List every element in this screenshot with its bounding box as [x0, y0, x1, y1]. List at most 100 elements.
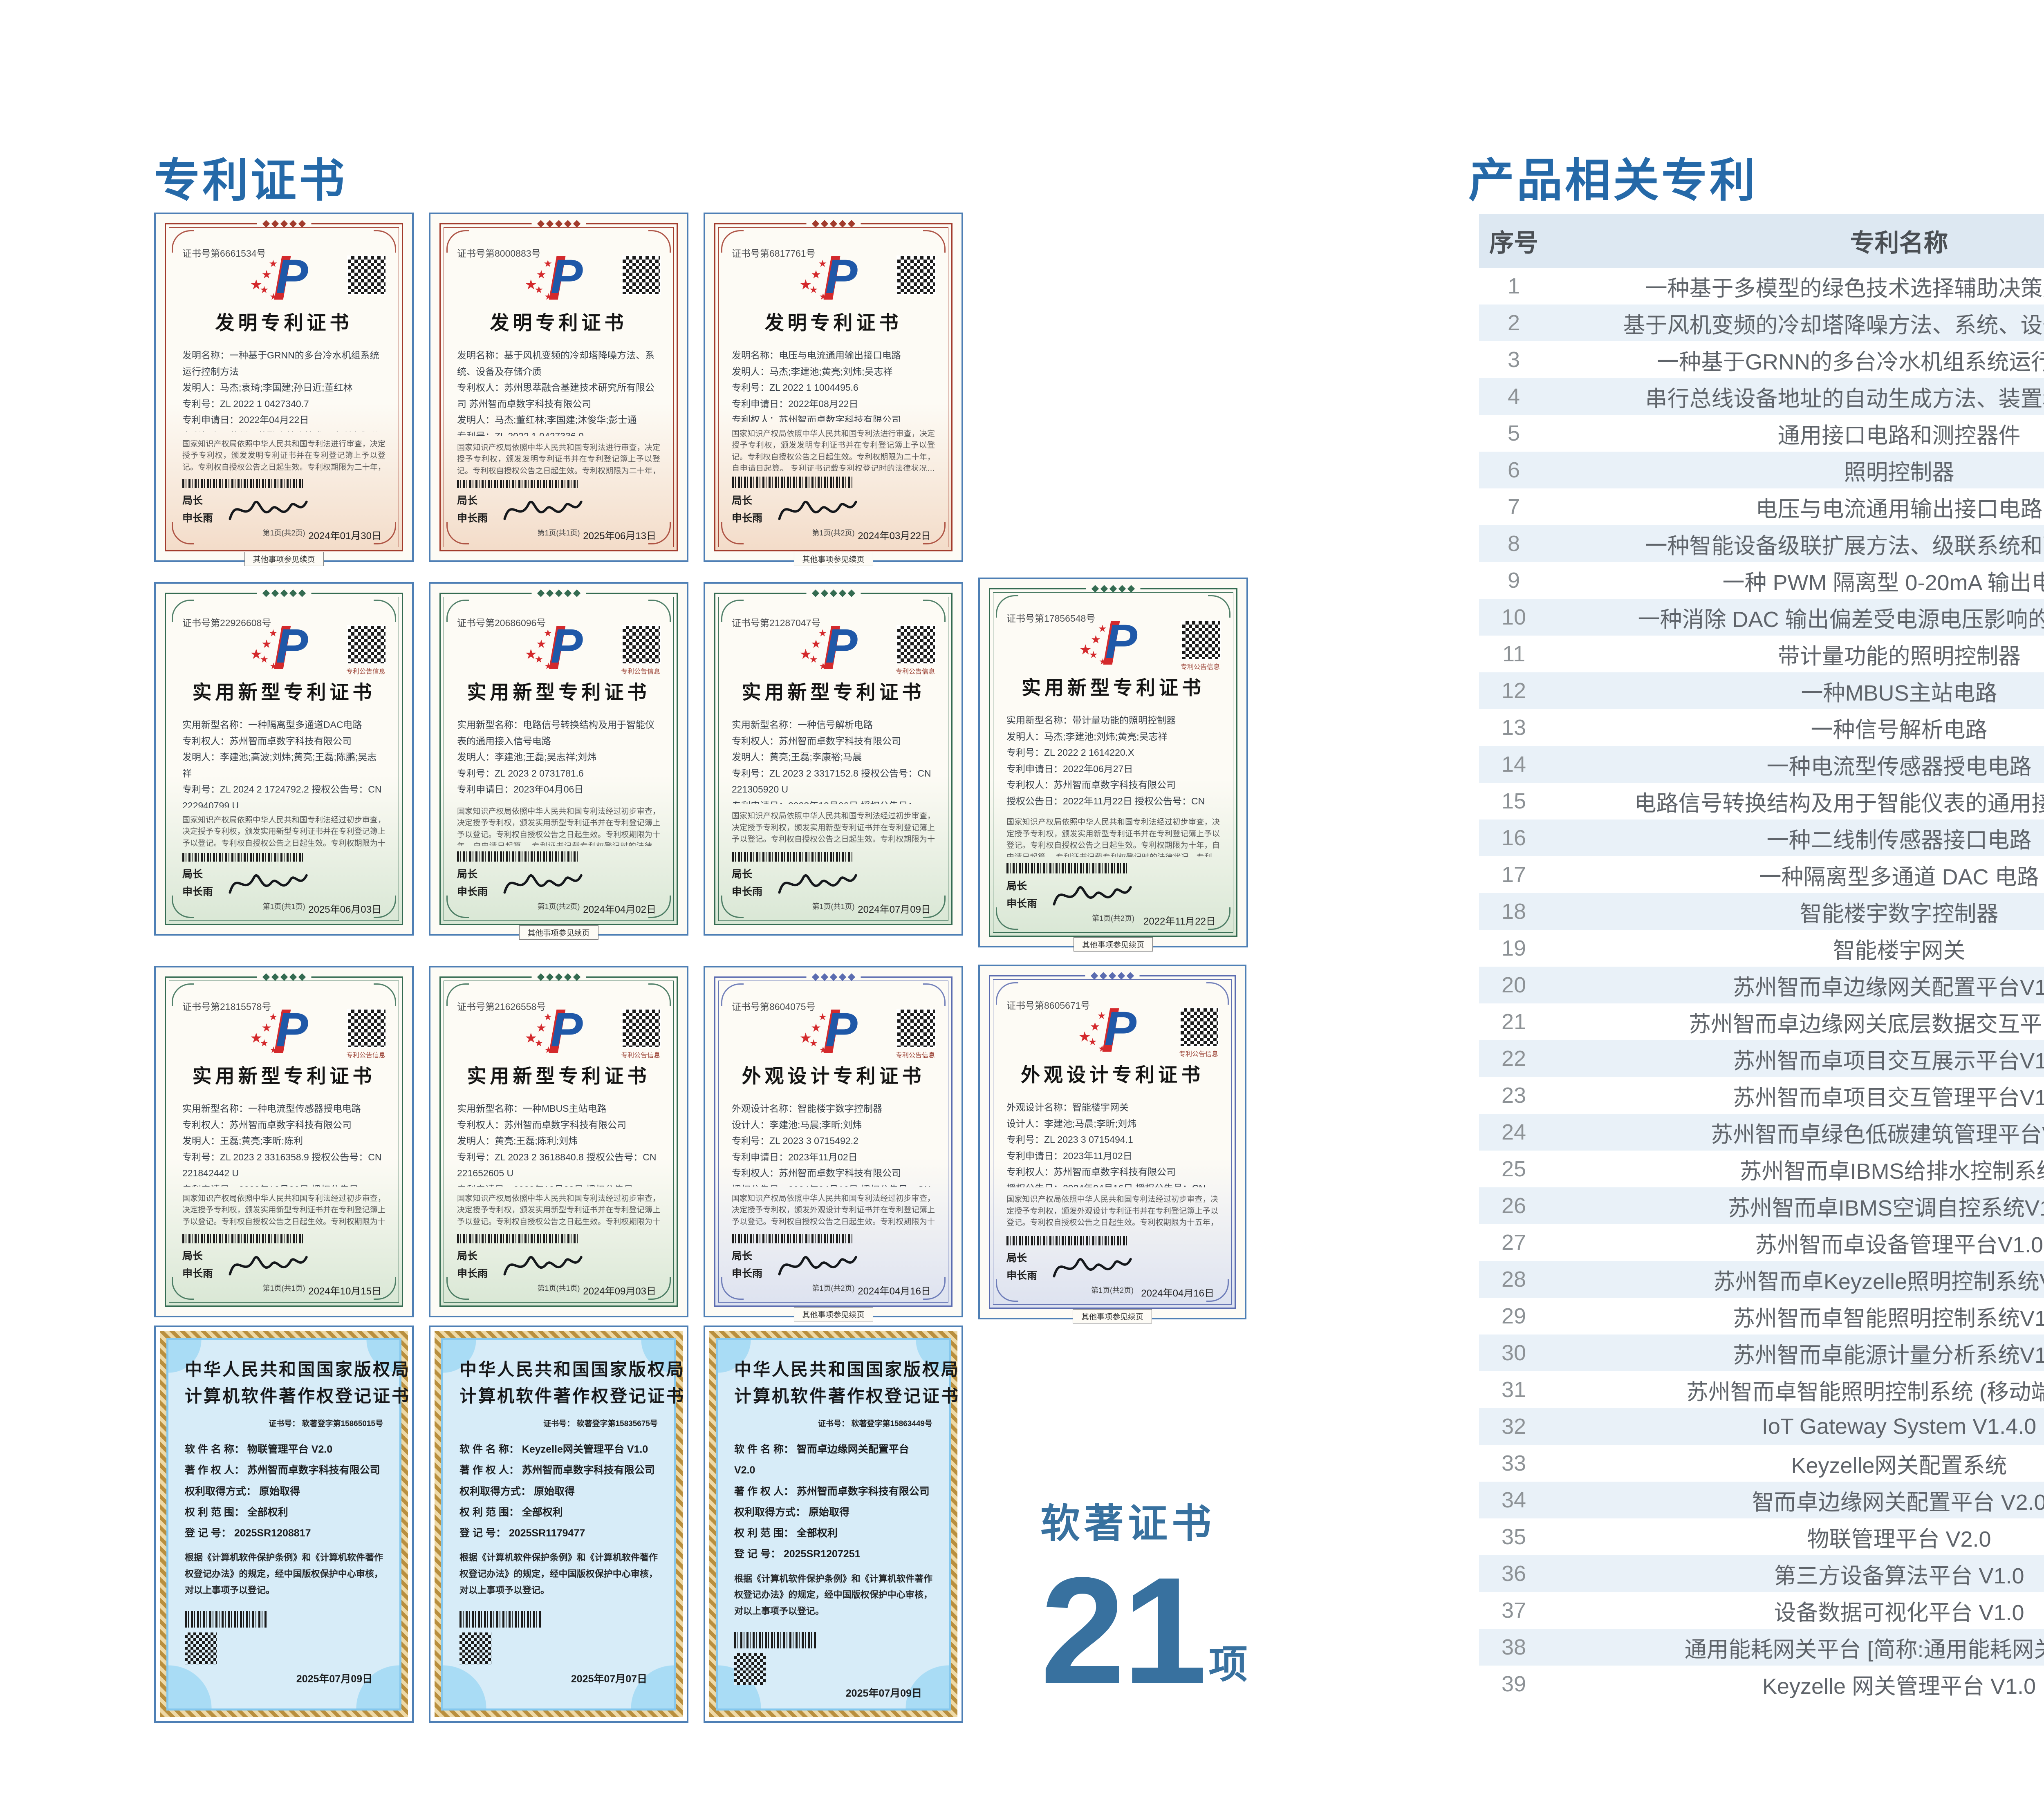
- certificate-fields: 发明名称：电压与电流通用输出接口电路 发明人：马杰;李建池;黄亮;刘炜;吴志祥 专利…: [732, 347, 935, 422]
- signature-stroke-graphic: [1053, 1258, 1132, 1278]
- star-icon: ★: [269, 1012, 278, 1023]
- certificate-date: 2024年07月09日: [858, 904, 931, 915]
- certificate-field-line: 著 作 权 人： 苏州智而卓数字科技有限公司: [459, 1464, 655, 1476]
- cnipa-logo-icon: ★ ★ ★ ★ ★ P: [524, 250, 594, 305]
- signature-stroke-graphic: [778, 874, 857, 894]
- ornament-diamond: [573, 973, 580, 981]
- signer-title: 局长: [182, 1250, 203, 1262]
- certificate-number: 证书号第8000883号: [457, 248, 541, 259]
- qr-caption: 专利公告信息: [895, 668, 935, 675]
- cell-patent-name: Keyzelle 网关管理平台 V1.0: [1762, 1674, 2036, 1699]
- qr-caption: 专利公告信息: [1180, 664, 1220, 671]
- certificate-date: 2025年06月03日: [308, 904, 381, 915]
- certificate-number: 证书号第6817761号: [732, 248, 816, 259]
- certificate-content: 证书号第21815578号 ★ ★ ★ ★ ★ P 专利公告信息 实用新型专利证书 实用新型名称：…: [182, 988, 386, 1297]
- certificate-row-3: 证书号第21815578号 ★ ★ ★ ★ ★ P 专利公告信息 实用新型专利证书 实用新型名称：…: [154, 965, 1246, 1323]
- qr-code: [896, 255, 936, 295]
- star-icon: ★: [524, 1030, 537, 1046]
- cell-patent-name: 苏州智而卓智能照明控制系统V1.0: [1732, 1306, 2044, 1331]
- certificate-title: 外观设计专利证书: [742, 1066, 925, 1087]
- signer-name: 申长雨: [457, 512, 488, 524]
- patent-table: 序号 专利名称 专利类型 1一种基于多模型的绿色技术选择辅助决策方法和系统发明2…: [1479, 214, 2044, 1702]
- certificate-field-line: 授权公告日：2024年04月16日 授权公告号：CN 308583638 S: [732, 1182, 935, 1187]
- patent-table-body: 1一种基于多模型的绿色技术选择辅助决策方法和系统发明2基于风机变频的冷却塔降噪方…: [1479, 268, 2044, 1702]
- cell-serial-number: 26: [1501, 1193, 1526, 1218]
- cell-patent-name: 一种隔离型多通道 DAC 电路: [1759, 864, 2039, 889]
- cell-patent-name: 通用能耗网关平台 [简称:通用能耗网关] V2.0: [1684, 1637, 2044, 1662]
- certificate-title: 实用新型专利证书: [742, 682, 925, 703]
- certificate-header: ★ ★ ★ ★ ★ P 专利公告信息: [1006, 1002, 1219, 1058]
- certificate-content: 证书号第17856548号 ★ ★ ★ ★ ★ P 专利公告信息 实用新型专利证书 实用新型名称：…: [1006, 600, 1221, 927]
- certificate-fields: 软 件 名 称： 物联管理平台 V2.0 著 作 权 人： 苏州智而卓数字科技有限…: [185, 1439, 383, 1544]
- ornament-diamond: [847, 589, 855, 597]
- certificate-page-footer: 第1页(共1页): [537, 1284, 580, 1292]
- signer-name: 申长雨: [182, 1267, 213, 1279]
- star-icon: ★: [524, 647, 537, 662]
- cell-serial-number: 37: [1501, 1598, 1526, 1623]
- signer-title: 局长: [457, 495, 478, 506]
- cell-serial-number: 3: [1507, 347, 1520, 372]
- certificate-field-line: 授权公告日：2022年11月22日 授权公告号：CN 217883912 U: [1006, 795, 1205, 806]
- cell-serial-number: 33: [1501, 1451, 1526, 1476]
- cnipa-logo-icon: ★ ★ ★ ★ ★ P: [1078, 615, 1148, 670]
- star-icon: ★: [811, 268, 821, 281]
- qr-code: [1180, 1008, 1219, 1047]
- cell-patent-name: 苏州智而卓Keyzelle照明控制系统V1.0: [1713, 1269, 2044, 1294]
- certificate-field-line: 权利取得方式： 原始取得: [734, 1506, 849, 1518]
- certificate-body-text: 国家知识产权局依照中华人民共和国专利法经过初步审查，决定授予专利权，颁发实用新型…: [457, 1194, 660, 1226]
- star-icon: ★: [250, 1030, 262, 1046]
- certificate-field-line: 专利权人：苏州智而卓数字科技有限公司: [1006, 1167, 1176, 1178]
- cell-patent-name: 一种信号解析电路: [1811, 717, 1988, 742]
- ornament-diamond: [280, 973, 288, 981]
- ornament-diamond: [564, 220, 572, 228]
- certificate-number: 证书号第21287047号: [732, 618, 821, 628]
- qr-caption: 专利公告信息: [621, 1052, 660, 1059]
- signature-stroke-graphic: [503, 500, 583, 520]
- star-icon: ★: [260, 1038, 269, 1049]
- cell-serial-number: 2: [1507, 311, 1520, 335]
- ornament-diamond: [564, 589, 572, 597]
- ornament-diamond: [811, 220, 819, 228]
- qr-code: [896, 1009, 936, 1048]
- cell-patent-name: 苏州智而卓智能照明控制系统 (移动端) V1.0: [1686, 1379, 2044, 1404]
- star-icon: ★: [1078, 1029, 1091, 1045]
- cell-patent-name: 智而卓边缘网关配置平台 V2.0: [1752, 1490, 2044, 1515]
- qr-code: [622, 255, 661, 295]
- cell-patent-name: 串行总线设备地址的自动生成方法、装置和存储介质: [1645, 386, 2044, 411]
- signer-title: 局长: [732, 869, 753, 880]
- certificate-fields: 外观设计名称：智能楼宇网关 设计人：李建池;马晨;李昕;刘炜 专利号：ZL 2023…: [1006, 1099, 1218, 1187]
- certificate-date: 2024年04月16日: [858, 1286, 931, 1297]
- cell-patent-name: 苏州智而卓IBMS给排水控制系统: [1739, 1159, 2044, 1184]
- cell-serial-number: 9: [1507, 568, 1520, 593]
- certificate-body-text: 国家知识产权局依照中华人民共和国专利法经过初步审查，决定授予专利权，颁发实用新型…: [182, 1194, 385, 1226]
- ornament-diamond: [564, 973, 572, 981]
- barcode: [459, 1611, 541, 1628]
- utility-patent-certificate: 证书号第22926608号 ★ ★ ★ ★ ★ P 专利公告信息 实用新型专利证书 实用新型名称：…: [154, 582, 414, 936]
- qr-code: [347, 1009, 386, 1048]
- certificate-field-line: 实用新型名称：一种电流型传感器授电电路: [182, 1103, 361, 1114]
- ornament-diamond: [820, 220, 828, 228]
- certificate-body-text: 根据《计算机软件保护条例》和《计算机软件著作权登记办法》的规定，经中国版权保护中…: [459, 1552, 658, 1595]
- star-icon: ★: [269, 258, 278, 269]
- signer-name: 申长雨: [457, 1267, 488, 1279]
- utility-patent-certificate: 证书号第21626558号 ★ ★ ★ ★ ★ P 专利公告信息 实用新型专利证书 实用新型名称：…: [429, 966, 688, 1317]
- certificate-paper: 中华人民共和国国家版权局 计算机软件著作权登记证书 证书号： 软著登字第158356…: [441, 1338, 684, 1711]
- certificate-number: 证书号第22926608号: [182, 618, 271, 628]
- certificate-codes: [459, 1605, 658, 1665]
- cnipa-logo-icon: ★ ★ ★ ★ ★ P: [799, 250, 868, 305]
- qr-code: [347, 625, 386, 664]
- cell-patent-name: 通用接口电路和测控器件: [1777, 423, 2021, 448]
- signer-title: 局长: [1006, 880, 1027, 892]
- star-icon: ★: [809, 1038, 818, 1049]
- barcode: [457, 851, 580, 862]
- ornament-diamond: [298, 220, 306, 228]
- qr-caption: 专利公告信息: [621, 668, 660, 675]
- frame-ornament: [806, 973, 861, 981]
- certificate-header: ★ ★ ★ ★ ★ P: [732, 250, 936, 305]
- ornament-diamond: [847, 973, 855, 981]
- qr-caption: 专利公告信息: [346, 668, 385, 675]
- signature-stroke-graphic: [778, 1256, 857, 1276]
- star-icon: ★: [809, 654, 818, 665]
